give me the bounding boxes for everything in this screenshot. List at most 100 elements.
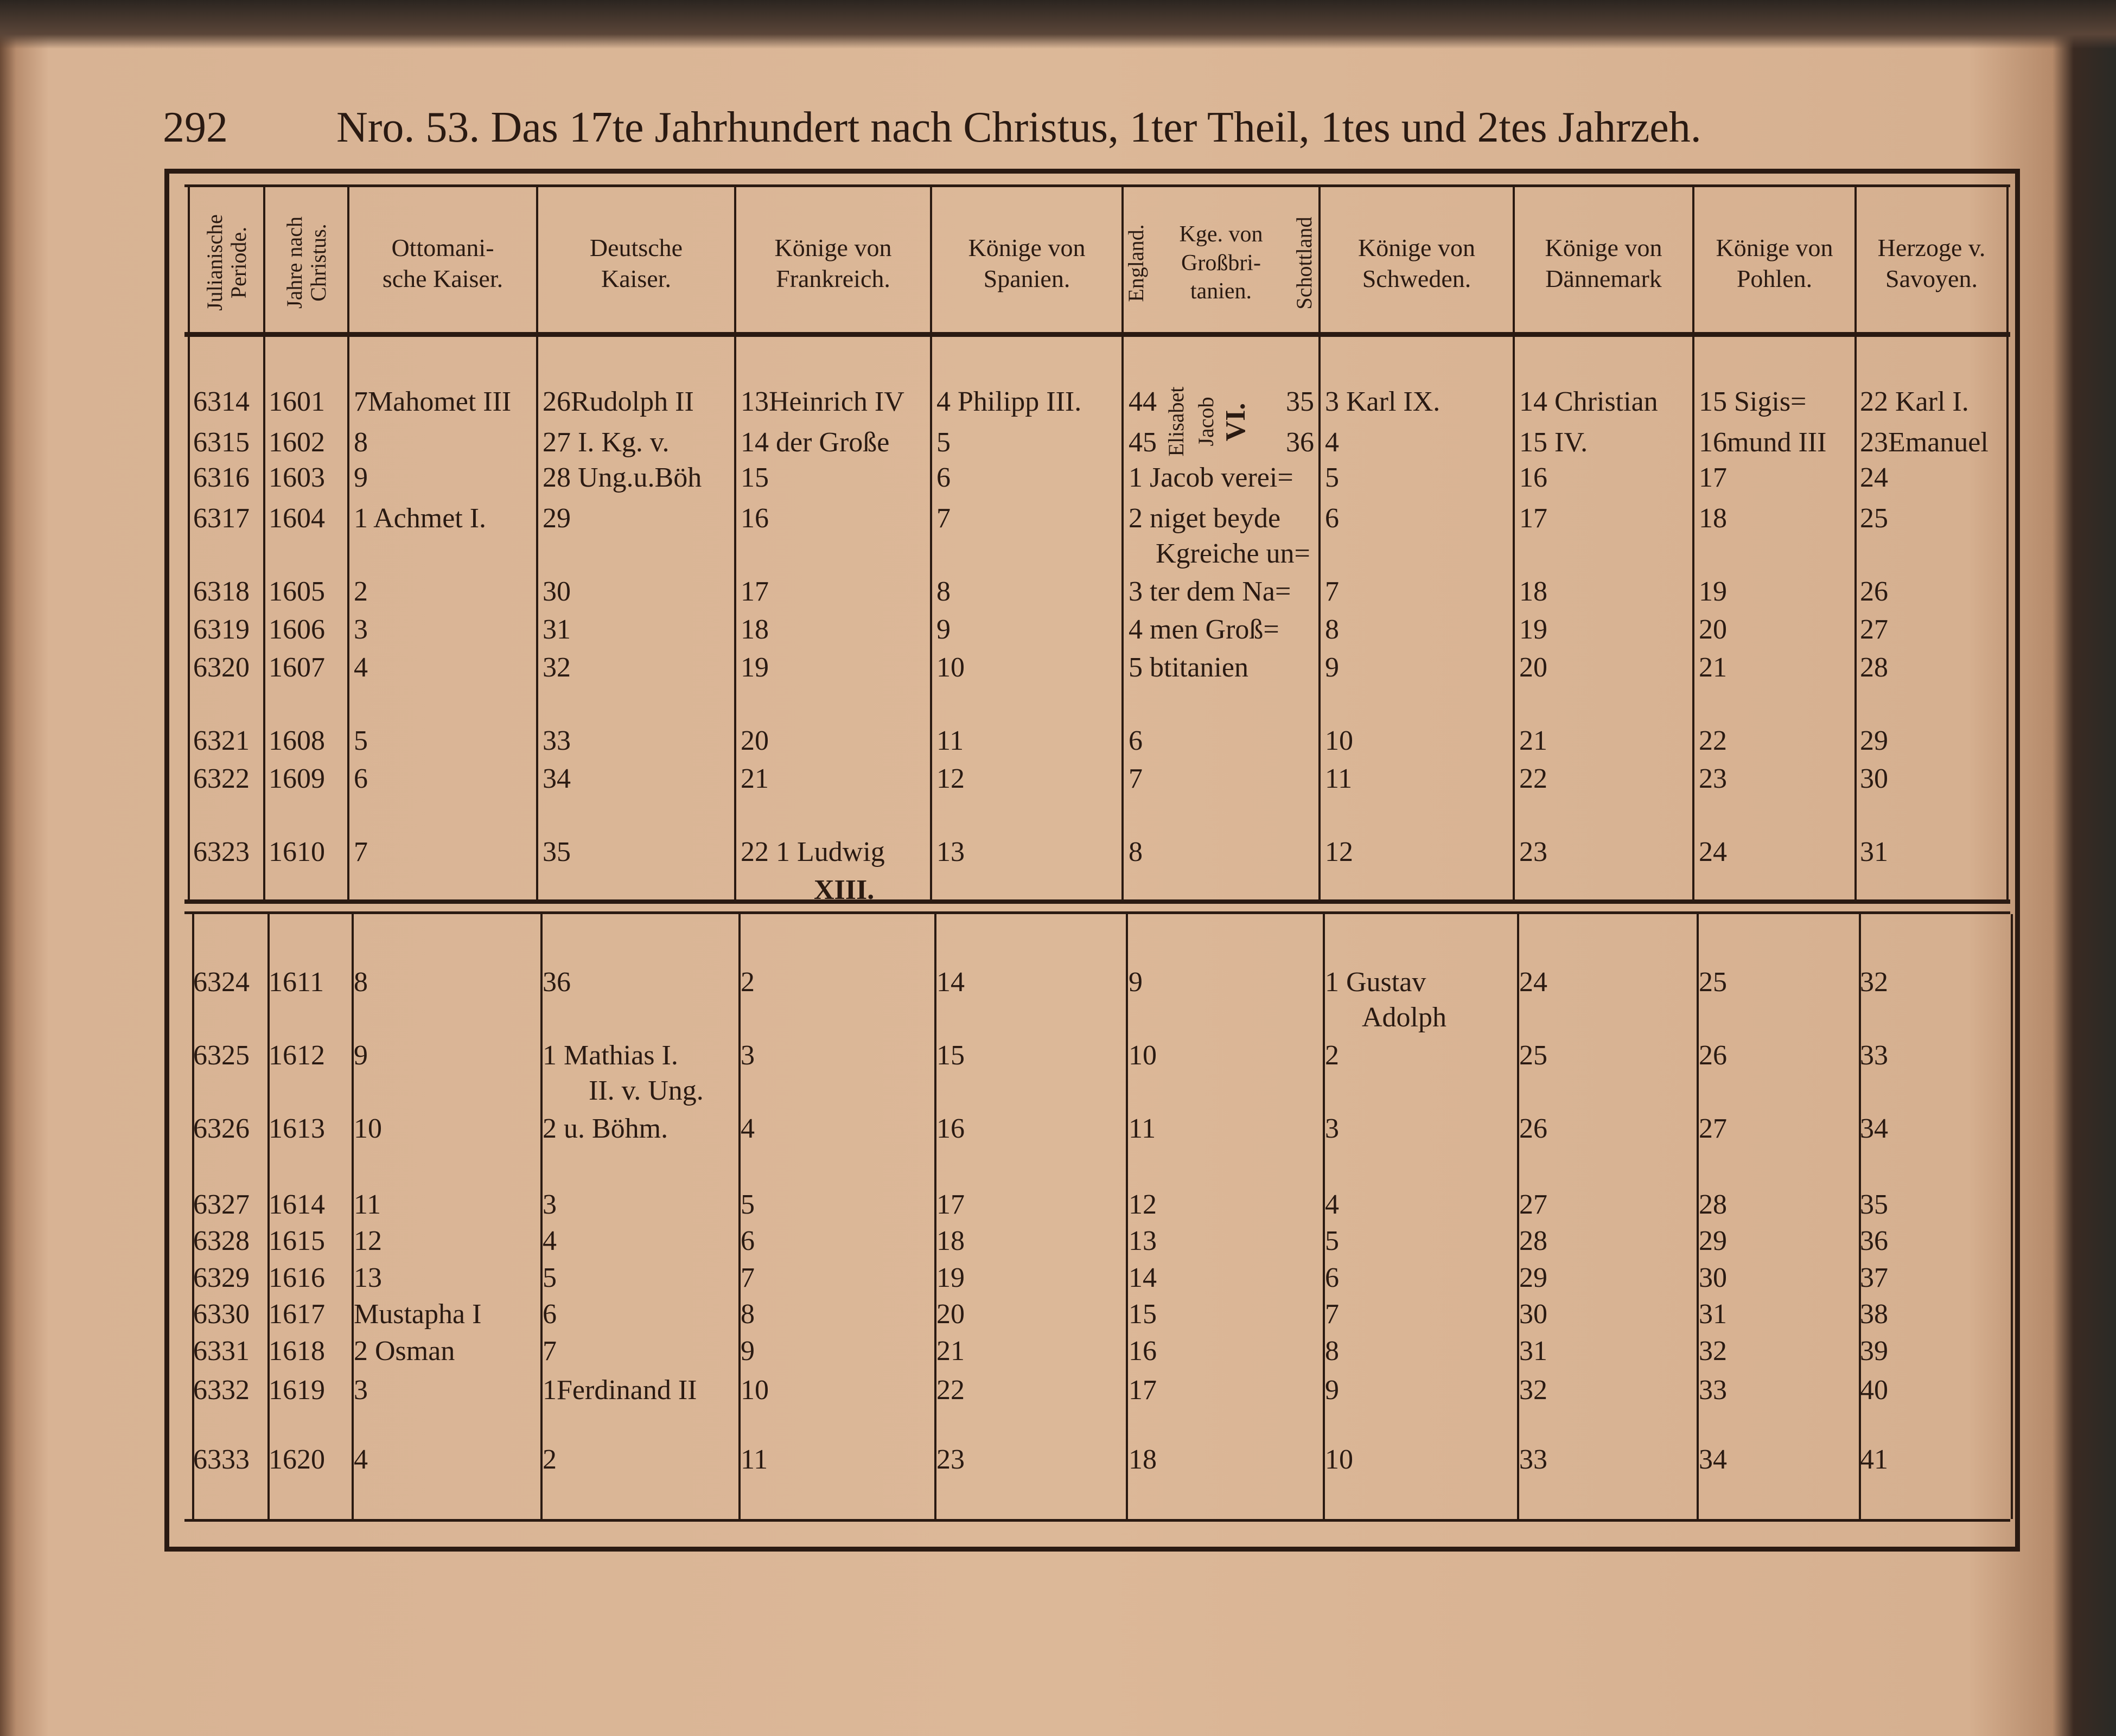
duke-savoy-cell: 24 (1860, 462, 1888, 493)
year-cell: 1607 (269, 652, 325, 683)
king-poland-cell: 27 (1699, 1113, 1727, 1144)
column-rule (267, 914, 270, 1519)
ottoman-emperor-cell: 8 (354, 427, 368, 458)
king-sweden-cell: 10 (1325, 1444, 1353, 1475)
britain-vi-rotated: VI. (1220, 403, 1251, 442)
column-rule (1323, 914, 1325, 1519)
britain-cell: 9 (1129, 967, 1143, 998)
king-denmark-cell: 14 Christian (1519, 386, 1658, 417)
king-poland-cell: 24 (1699, 837, 1727, 867)
julian-period-cell: 6326 (193, 1113, 250, 1144)
king-france-cell: 5 (741, 1189, 755, 1220)
header-julian: Julianische Periode. (189, 193, 264, 334)
king-denmark-cell: 26 (1519, 1113, 1547, 1144)
german-emperor-cell: 5 (543, 1262, 557, 1293)
column-rule (734, 187, 736, 334)
duke-savoy-cell: 23Emanuel (1860, 427, 1988, 458)
king-spain-cell: 16 (936, 1113, 965, 1144)
ottoman-emperor-cell: 10 (354, 1113, 382, 1144)
german-emperor-cell: 30 (543, 576, 571, 607)
german-emperor-cell: 2 (543, 1444, 557, 1475)
ottoman-emperor-cell: 11 (354, 1189, 381, 1220)
king-france-cell: 13Heinrich IV (741, 386, 904, 417)
king-denmark-cell: 20 (1519, 652, 1547, 683)
year-cell: 1602 (269, 427, 325, 458)
column-rule (2006, 337, 2009, 901)
king-sweden-cell: 2 (1325, 1040, 1339, 1071)
julian-period-cell: 6320 (193, 652, 250, 683)
king-poland-cell: 28 (1699, 1189, 1727, 1220)
king-spain-cell: 18 (936, 1226, 965, 1256)
column-rule (1854, 187, 1857, 334)
header-ottoman: Ottomani- sche Kaiser. (382, 233, 503, 293)
julian-period-cell: 6317 (193, 503, 250, 534)
king-sweden-cell: 5 (1325, 462, 1339, 493)
king-denmark-cell: 29 (1519, 1262, 1547, 1293)
britain-cell: 12 (1129, 1189, 1157, 1220)
duke-savoy-cell: 28 (1860, 652, 1888, 683)
julian-period-cell: 6318 (193, 576, 250, 607)
king-france-cell: 19 (741, 652, 769, 683)
german-emperor-cell: 7 (543, 1336, 557, 1367)
britain-cell: 4 men Groß= (1129, 614, 1279, 645)
king-france-cell: 3 (741, 1040, 755, 1071)
king-spain-cell: 23 (936, 1444, 965, 1475)
king-spain-cell: 5 (936, 427, 951, 458)
duke-savoy-cell: 34 (1860, 1113, 1888, 1144)
king-france-cell: 4 (741, 1113, 755, 1144)
king-sweden-cell: 12 (1325, 837, 1353, 867)
king-france-cell: 11 (741, 1444, 768, 1475)
king-sweden-cell: 9 (1325, 652, 1339, 683)
julian-period-cell: 6324 (193, 967, 250, 998)
britain-cell: 18 (1129, 1444, 1157, 1475)
header-julian-text: Julianische Periode. (202, 214, 251, 311)
header-spain: Könige von Spanien. (968, 233, 1086, 293)
year-cell: 1609 (269, 763, 325, 794)
german-emperor-cell: 2 u. Böhm. (543, 1113, 668, 1144)
year-cell: 1617 (269, 1299, 325, 1330)
king-sweden-cell: 6 (1325, 503, 1339, 534)
column-rule (930, 337, 932, 901)
king-france-cell: 18 (741, 614, 769, 645)
king-denmark-cell: 22 (1519, 763, 1547, 794)
column-rule (192, 914, 194, 1519)
king-poland-cell: 26 (1699, 1040, 1727, 1071)
ottoman-emperor-cell: 7Mahomet III (354, 386, 512, 417)
king-denmark-cell: 19 (1519, 614, 1547, 645)
column-rule (536, 337, 538, 901)
ottoman-emperor-cell: 3 (354, 614, 368, 645)
king-denmark-cell: 15 IV. (1519, 427, 1588, 458)
britain-jacob-rotated: Jacob (1194, 397, 1218, 446)
king-poland-cell: 30 (1699, 1262, 1727, 1293)
king-denmark-cell: 18 (1519, 576, 1547, 607)
header-years-text: Jahre nach Christus. (282, 216, 330, 309)
page-title: Nro. 53. Das 17te Jahrhundert nach Chris… (336, 104, 1701, 151)
ottoman-emperor-cell: 9 (354, 1040, 368, 1071)
year-cell: 1618 (269, 1336, 325, 1367)
year-cell: 1603 (269, 462, 325, 493)
year-cell: 1614 (269, 1189, 325, 1220)
king-spain-cell: 10 (936, 652, 965, 683)
king-france-cell: 7 (741, 1262, 755, 1293)
column-rule (738, 914, 741, 1519)
duke-savoy-cell: 27 (1860, 614, 1888, 645)
julian-period-cell: 6314 (193, 386, 250, 417)
britain-cell: 2 niget beyde (1129, 503, 1281, 534)
book-edge-shadow (0, 0, 2116, 49)
julian-period-cell: 6322 (193, 763, 250, 794)
duke-savoy-cell: 32 (1860, 967, 1888, 998)
german-emperor-cell: 29 (543, 503, 571, 534)
britain-cell: 13 (1129, 1226, 1157, 1256)
julian-period-cell: 6331 (193, 1336, 250, 1367)
king-denmark-cell: 33 (1519, 1444, 1547, 1475)
king-denmark-cell: 32 (1519, 1375, 1547, 1406)
king-denmark-cell: 27 (1519, 1189, 1547, 1220)
king-france-cell: 16 (741, 503, 769, 534)
duke-savoy-cell: 29 (1860, 725, 1888, 756)
column-rule (1859, 914, 1861, 1519)
julian-period-cell: 6319 (193, 614, 250, 645)
column-rule (1517, 914, 1519, 1519)
king-spain-cell: 4 Philipp III. (936, 386, 1082, 417)
year-cell: 1604 (269, 503, 325, 534)
page-number: 292 (163, 104, 228, 151)
